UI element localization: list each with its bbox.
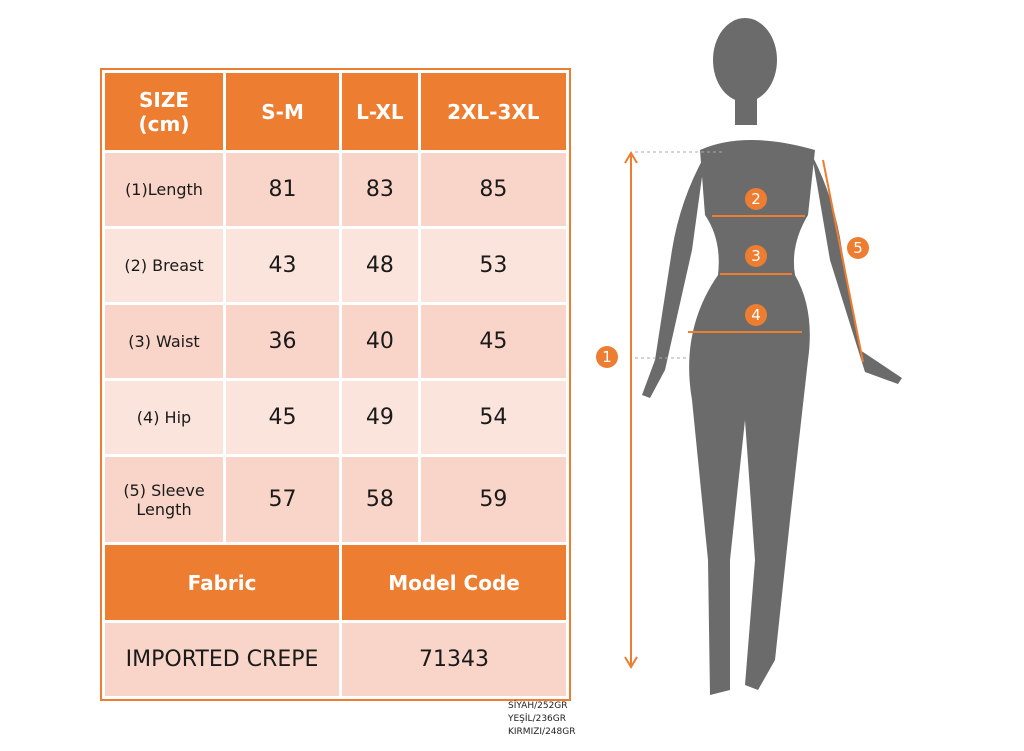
cell: 36	[222, 302, 343, 381]
row-label: (5) Sleeve Length	[102, 454, 226, 545]
model-code-value: 71343	[339, 620, 569, 699]
cell: 49	[339, 378, 421, 457]
row-label: (2) Breast	[102, 226, 226, 305]
row-label: (1)Length	[102, 150, 226, 229]
cell: 48	[339, 226, 421, 305]
color-weight-notes: SİYAH/252GR YEŞİL/236GR KIRMIZI/248GR	[508, 700, 576, 739]
cell: 59	[417, 454, 570, 545]
model-code-header: Model Code	[339, 542, 569, 623]
note: YEŞİL/236GR	[508, 714, 567, 724]
table-row: (4) Hip 45 49 54	[102, 378, 570, 457]
cell: 43	[222, 226, 343, 305]
size-header-l2: (cm)	[138, 111, 190, 136]
table-row: (2) Breast 43 48 53	[102, 226, 570, 305]
marker-3: 3	[751, 247, 761, 265]
table-row: (3) Waist 36 40 45	[102, 302, 570, 381]
cell: 58	[339, 454, 421, 545]
cell: 45	[222, 378, 343, 457]
col-header: 2XL-3XL	[417, 70, 570, 153]
cell: 53	[417, 226, 570, 305]
silhouette	[642, 18, 902, 695]
marker-1: 1	[602, 348, 612, 366]
cell: 83	[339, 150, 421, 229]
fabric-value: IMPORTED CREPE	[101, 620, 343, 699]
col-header: L-XL	[339, 70, 421, 153]
fabric-header: Fabric	[101, 542, 343, 623]
table-row: (1)Length 81 83 85	[102, 150, 570, 229]
row-label-l2: Length	[136, 499, 192, 519]
cell: 57	[222, 454, 343, 545]
body-figure: 1 2 3 4 5	[596, 18, 902, 695]
size-header: SIZE (cm)	[102, 70, 226, 153]
note: SİYAH/252GR	[508, 701, 568, 711]
col-header: S-M	[222, 70, 343, 153]
table-row: (5) Sleeve Length 57 58 59	[102, 454, 570, 545]
marker-4: 4	[751, 306, 761, 324]
row-label: (4) Hip	[102, 378, 226, 457]
size-chart-table: SIZE (cm) S-M L-XL 2XL-3XL (1)Length 81 8…	[100, 68, 571, 701]
row-label: (3) Waist	[102, 302, 226, 381]
note: KIRMIZI/248GR	[508, 727, 576, 737]
cell: 40	[339, 302, 421, 381]
row-label-l1: (5) Sleeve	[123, 480, 205, 500]
cell: 54	[417, 378, 570, 457]
cell: 45	[417, 302, 570, 381]
marker-2: 2	[751, 190, 761, 208]
cell: 81	[222, 150, 343, 229]
size-header-l1: SIZE	[138, 87, 189, 112]
cell: 85	[417, 150, 570, 229]
marker-5: 5	[853, 239, 863, 257]
